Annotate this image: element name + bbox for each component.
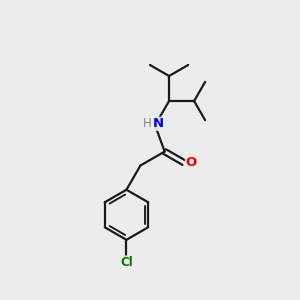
Text: H: H	[142, 117, 151, 130]
Text: O: O	[185, 156, 197, 169]
Text: Cl: Cl	[120, 256, 133, 269]
Text: N: N	[153, 117, 164, 130]
